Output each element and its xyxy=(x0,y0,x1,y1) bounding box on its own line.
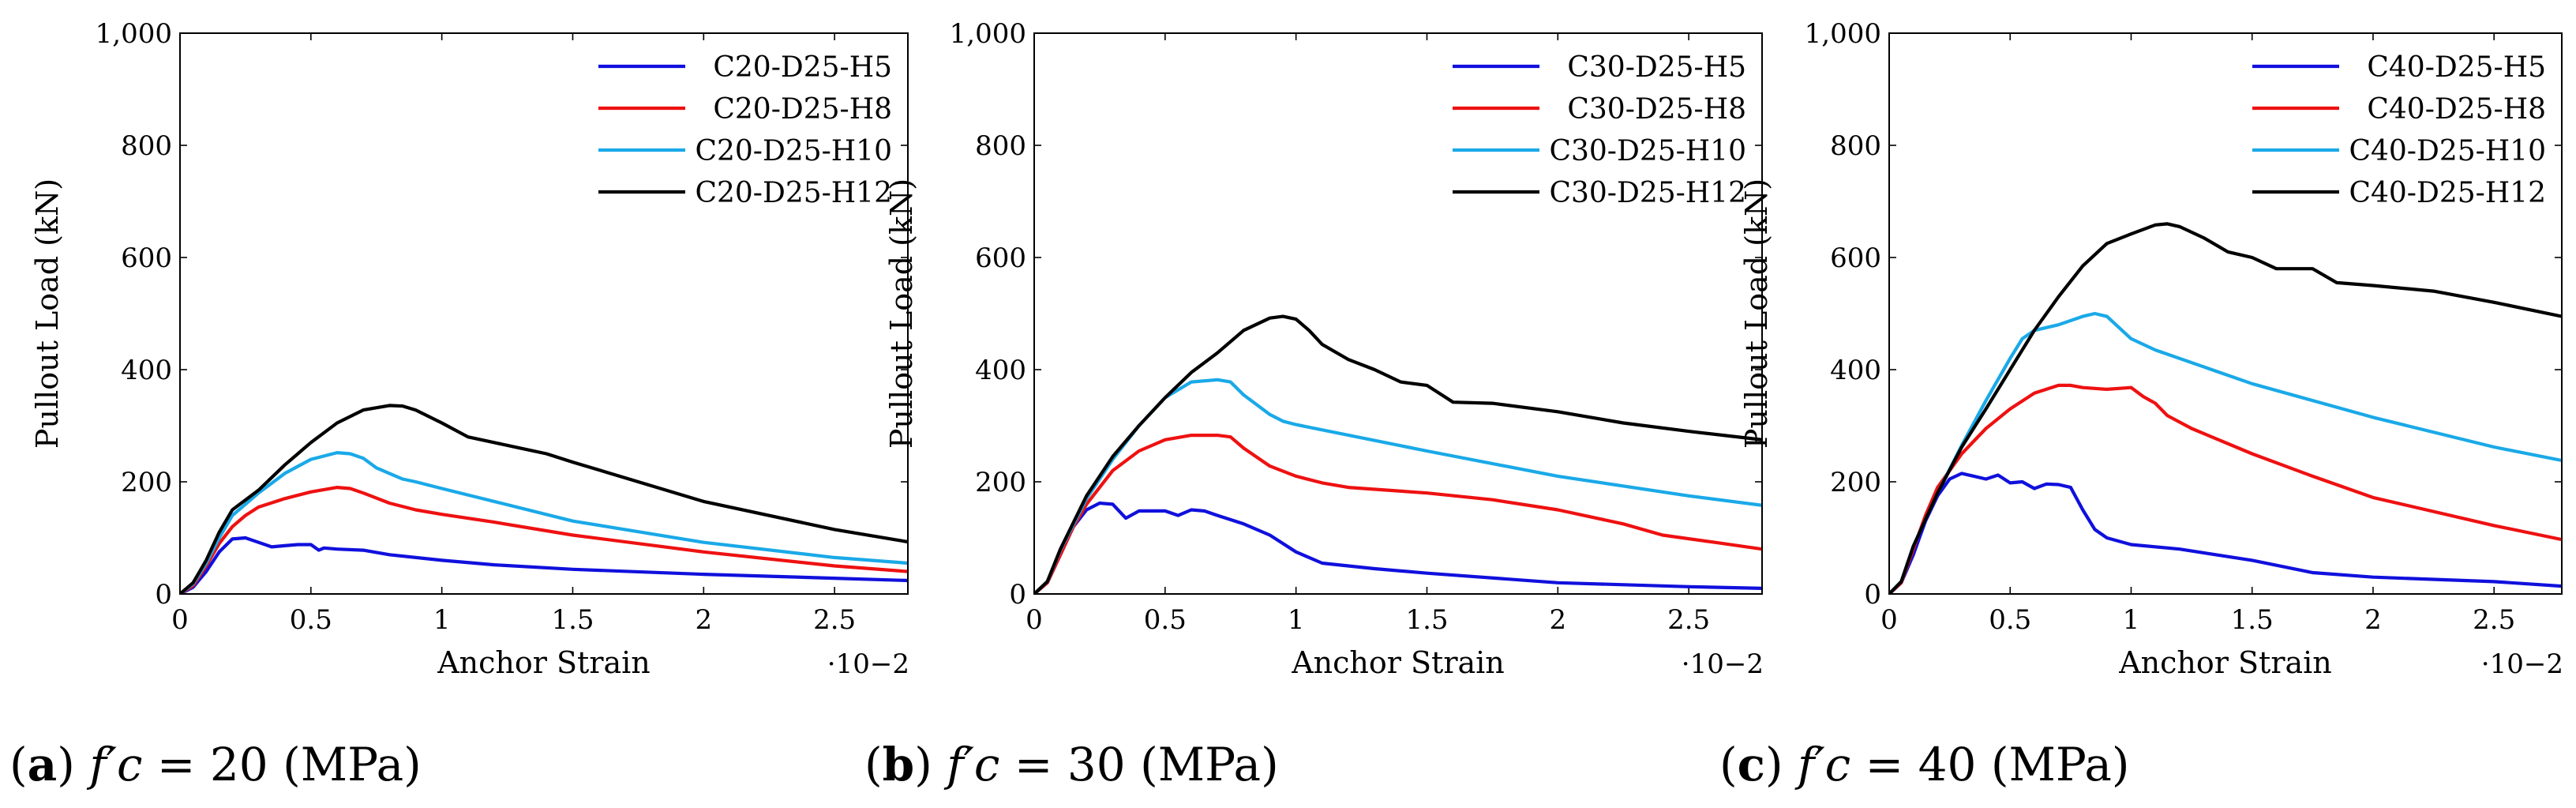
series-line-C30-D25-H5 xyxy=(1034,501,1762,594)
x-tick-label: 1 xyxy=(2123,604,2140,636)
caption-symbol: f′c xyxy=(943,738,999,791)
caption-value: = 40 (MPa) xyxy=(1850,738,2129,791)
caption-value: = 20 (MPa) xyxy=(142,738,421,791)
caption-letter: a xyxy=(28,738,58,791)
series-group xyxy=(180,404,908,594)
y-tick-label: 0 xyxy=(155,579,172,611)
y-axis-label: Pullout Load (kN) xyxy=(1739,179,1774,449)
caption-open-paren: ( xyxy=(9,738,28,791)
series-line-C20-D25-H5 xyxy=(180,536,908,594)
caption-symbol: f′c xyxy=(1794,738,1850,791)
x-axis-multiplier: ·10−2 xyxy=(827,648,909,680)
caption-letter: b xyxy=(883,738,915,791)
caption-open-paren: ( xyxy=(1719,738,1738,791)
x-axis-label: Anchor Strain xyxy=(437,645,651,680)
chart-panel-b: 0 200 400 600 800 1,000 0 0.5 1 1.5 2 2.5 C30-D25-H5… xyxy=(864,18,1764,791)
y-axis-label: Pullout Load (kN) xyxy=(884,179,919,449)
panel-caption: (b) f′c = 30 (MPa) xyxy=(864,738,1279,791)
legend-label: C30-D25-H10 xyxy=(1549,135,1746,167)
y-tick-label: 400 xyxy=(1830,355,1881,386)
x-tick-label: 0 xyxy=(1026,604,1043,636)
x-axis-label: Anchor Strain xyxy=(2118,645,2332,680)
panel-caption: (c) f′c = 40 (MPa) xyxy=(1719,738,2130,791)
chart-panel-c: 0 200 400 600 800 1,000 0 0.5 1 1.5 2 2.5 C40-D25-H5… xyxy=(1719,18,2563,791)
x-tick-label: 2 xyxy=(1549,604,1566,636)
x-tick-label: 2 xyxy=(2364,604,2382,636)
caption-letter: c xyxy=(1738,738,1765,791)
legend-label: C30-D25-H8 xyxy=(1567,93,1746,126)
series-line-C30-D25-H12 xyxy=(1034,314,1762,594)
y-tick-label: 1,000 xyxy=(1805,18,1881,50)
x-axis-label: Anchor Strain xyxy=(1291,645,1505,680)
legend-label: C40-D25-H10 xyxy=(2349,135,2546,167)
x-tick-label: 2.5 xyxy=(2473,604,2515,636)
x-tick-label: 2.5 xyxy=(1667,604,1710,636)
x-tick-label: 2.5 xyxy=(813,604,856,636)
axes-frame xyxy=(179,32,909,595)
x-tick-label: 0.5 xyxy=(290,604,332,636)
series-line-C20-D25-H10 xyxy=(180,451,908,594)
legend-label: C40-D25-H8 xyxy=(2367,93,2546,126)
series-line-C30-D25-H10 xyxy=(1034,378,1762,594)
x-tick-label: 1 xyxy=(1288,604,1305,636)
y-tick-label: 600 xyxy=(1830,242,1881,274)
caption-close-paren: ) xyxy=(914,738,947,791)
y-tick-label: 400 xyxy=(121,355,172,386)
x-tick-label: 1.5 xyxy=(1405,604,1448,636)
series-line-C40-D25-H5 xyxy=(1889,472,2562,594)
y-tick-label: 800 xyxy=(1830,130,1881,162)
x-tick-label: 0 xyxy=(171,604,189,636)
legend-label: C40-D25-H5 xyxy=(2367,51,2546,84)
series-line-C40-D25-H12 xyxy=(1889,222,2562,594)
caption-close-paren: ) xyxy=(57,738,89,791)
y-tick-label: 200 xyxy=(1830,467,1881,498)
y-tick-label: 1,000 xyxy=(96,18,172,50)
x-tick-label: 0 xyxy=(1880,604,1898,636)
y-tick-label: 0 xyxy=(1864,579,1881,611)
legend-label: C30-D25-H12 xyxy=(1549,177,1746,209)
caption-symbol: f′c xyxy=(86,738,142,791)
y-tick-label: 200 xyxy=(975,467,1026,498)
caption-open-paren: ( xyxy=(864,738,883,791)
series-line-C40-D25-H8 xyxy=(1889,383,2562,594)
y-tick-label: 1,000 xyxy=(950,18,1026,50)
y-tick-label: 800 xyxy=(975,130,1026,162)
caption-value: = 30 (MPa) xyxy=(999,738,1278,791)
caption-close-paren: ) xyxy=(1765,738,1798,791)
legend-label: C40-D25-H12 xyxy=(2349,177,2546,209)
y-tick-label: 600 xyxy=(975,242,1026,274)
legend-label: C20-D25-H10 xyxy=(695,135,892,167)
series-line-C30-D25-H8 xyxy=(1034,434,1762,594)
x-axis-multiplier: ·10−2 xyxy=(1682,648,1764,680)
panel-caption: (a) f′c = 20 (MPa) xyxy=(9,738,422,791)
series-group xyxy=(1034,314,1762,594)
chart-panel-a: 0 200 400 600 800 1,000 0 0.5 1 1.5 2 2.5 C20-D25-H5… xyxy=(9,18,909,791)
x-tick-label: 1 xyxy=(433,604,451,636)
legend-label: C20-D25-H5 xyxy=(713,51,892,84)
x-tick-label: 0.5 xyxy=(1144,604,1187,636)
axes-frame xyxy=(1888,32,2563,595)
series-line-C40-D25-H10 xyxy=(1889,311,2562,594)
y-tick-label: 400 xyxy=(975,355,1026,386)
y-axis-label: Pullout Load (kN) xyxy=(30,179,65,449)
legend-label: C20-D25-H12 xyxy=(695,177,892,209)
axes-frame xyxy=(1033,32,1763,595)
x-axis-multiplier: ·10−2 xyxy=(2481,648,2563,680)
y-tick-label: 600 xyxy=(121,242,172,274)
y-tick-label: 0 xyxy=(1009,579,1026,611)
x-tick-label: 1.5 xyxy=(551,604,594,636)
legend-label: C20-D25-H8 xyxy=(713,93,892,126)
series-group xyxy=(1889,222,2562,594)
x-tick-label: 1.5 xyxy=(2231,604,2274,636)
series-line-C20-D25-H8 xyxy=(180,486,908,594)
x-tick-label: 0.5 xyxy=(1989,604,2031,636)
x-tick-label: 2 xyxy=(695,604,712,636)
y-tick-label: 800 xyxy=(121,130,172,162)
legend-label: C30-D25-H5 xyxy=(1567,51,1746,84)
y-tick-label: 200 xyxy=(121,467,172,498)
series-line-C20-D25-H12 xyxy=(180,404,908,594)
